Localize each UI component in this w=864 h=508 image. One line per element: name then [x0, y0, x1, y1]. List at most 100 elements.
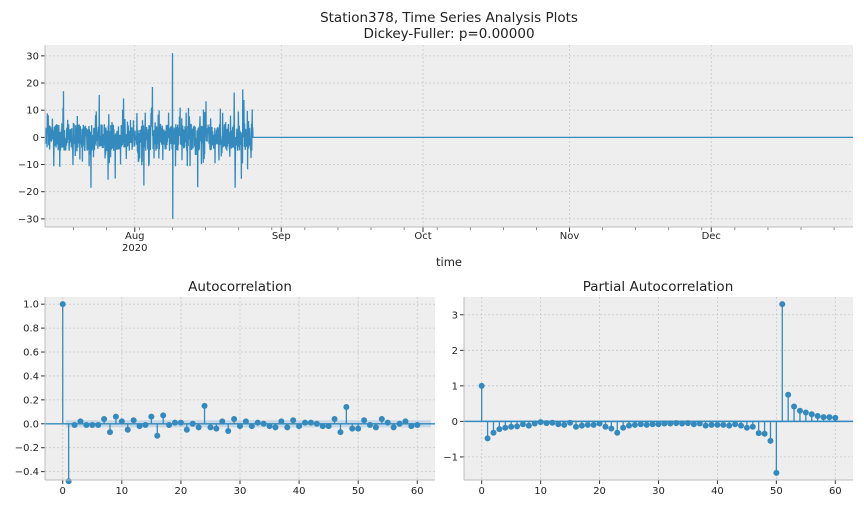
acf-x-tick-label: 10 — [115, 486, 128, 497]
pacf-marker — [514, 423, 521, 430]
acf-marker — [307, 419, 314, 426]
acf-marker — [414, 421, 421, 428]
pacf-marker — [779, 301, 786, 308]
pacf-plot-area — [464, 297, 853, 480]
pacf-marker — [490, 429, 497, 436]
pacf-marker — [519, 421, 526, 428]
pacf-marker — [631, 421, 638, 428]
pacf-marker — [708, 421, 715, 428]
pacf-marker — [826, 414, 833, 421]
pacf-marker — [549, 419, 556, 426]
pacf-marker — [785, 391, 792, 398]
pacf-marker — [832, 414, 839, 421]
acf-marker — [136, 423, 143, 430]
pacf-marker — [596, 420, 603, 427]
pacf-y-tick-label: 3 — [452, 310, 458, 321]
acf-x-tick-label: 0 — [60, 486, 66, 497]
acf-marker — [278, 418, 285, 425]
acf-y-tick-label: 0.6 — [23, 348, 39, 359]
acf-x-tick-label: 40 — [293, 486, 306, 497]
top-y-tick-label: −20 — [18, 187, 39, 198]
pacf-marker — [808, 411, 815, 418]
acf-marker — [378, 416, 385, 422]
pacf-marker — [608, 425, 615, 432]
acf-marker — [101, 416, 108, 422]
pacf-y-tick-label: 0 — [452, 417, 458, 428]
pacf-marker — [567, 419, 574, 426]
pacf-marker — [738, 422, 745, 429]
acf-marker — [195, 424, 202, 431]
pacf-marker — [791, 403, 798, 410]
acf-marker — [213, 425, 220, 432]
acf-x-tick-label: 20 — [175, 486, 188, 497]
pacf-marker — [743, 424, 750, 431]
top-x-tick-label: Nov — [560, 231, 580, 242]
acf-x-tick-label: 50 — [352, 486, 365, 497]
acf-marker — [302, 419, 308, 426]
pacf-x-tick-label: 60 — [829, 486, 842, 497]
acf-marker — [284, 424, 291, 431]
pacf-marker — [755, 430, 762, 437]
acf-marker — [337, 429, 344, 436]
acf-marker — [148, 413, 155, 420]
pacf-x-tick-label: 40 — [711, 486, 724, 497]
top-plot-area — [45, 45, 853, 227]
pacf-marker — [555, 421, 562, 428]
acf-marker — [254, 419, 261, 426]
acf-marker — [77, 418, 84, 425]
acf-marker — [207, 424, 214, 431]
pacf-marker — [661, 420, 668, 427]
pacf-marker — [496, 426, 503, 433]
pacf-marker — [626, 422, 633, 429]
pacf-marker — [684, 420, 691, 427]
pacf-marker — [802, 409, 809, 416]
acf-marker — [372, 424, 379, 431]
acf-marker — [107, 429, 113, 436]
acf-marker — [124, 426, 131, 433]
acf-marker — [65, 478, 72, 485]
pacf-marker — [649, 421, 656, 428]
acf-marker — [248, 423, 255, 430]
acf-marker — [71, 421, 78, 428]
acf-marker — [160, 412, 167, 419]
acf-y-tick-label: 0.4 — [23, 371, 39, 382]
pacf-x-tick-label: 10 — [534, 486, 547, 497]
time-series-line — [44, 53, 853, 219]
acf-marker — [231, 416, 238, 422]
pacf-marker — [690, 421, 697, 428]
acf-marker — [402, 418, 409, 425]
pacf-title: Partial Autocorrelation — [583, 279, 734, 295]
pacf-marker — [761, 430, 768, 437]
pacf-marker — [590, 421, 597, 428]
pacf-x-tick-label: 20 — [593, 486, 606, 497]
pacf-marker — [655, 421, 662, 428]
pacf-marker — [620, 424, 627, 431]
pacf-marker — [525, 422, 532, 429]
acf-x-tick-label: 30 — [234, 486, 247, 497]
acf-marker — [130, 417, 137, 424]
acf-marker — [183, 426, 190, 433]
top-x-axis-label: time — [436, 255, 462, 269]
pacf-x-tick-label: 0 — [478, 486, 484, 497]
pacf-marker — [637, 421, 644, 428]
acf-marker — [272, 424, 279, 431]
acf-y-tick-label: −0.2 — [15, 443, 39, 454]
acf-y-tick-label: 1.0 — [23, 300, 39, 311]
acf-marker — [355, 425, 362, 432]
pacf-marker — [502, 424, 509, 431]
pacf-marker — [714, 421, 721, 428]
top-x-tick-label: Aug — [125, 231, 145, 242]
acf-marker — [83, 421, 90, 428]
top-y-tick-label: −10 — [18, 160, 39, 171]
pacf-marker — [508, 423, 515, 430]
top-y-tick-label: 20 — [26, 79, 39, 90]
acf-marker — [177, 419, 184, 426]
pacf-marker — [537, 419, 544, 426]
pacf-marker — [702, 422, 709, 429]
pacf-marker — [726, 422, 733, 429]
pacf-x-tick-label: 50 — [770, 486, 783, 497]
acf-plot-area — [45, 297, 435, 480]
acf-y-tick-label: 0.2 — [23, 395, 39, 406]
